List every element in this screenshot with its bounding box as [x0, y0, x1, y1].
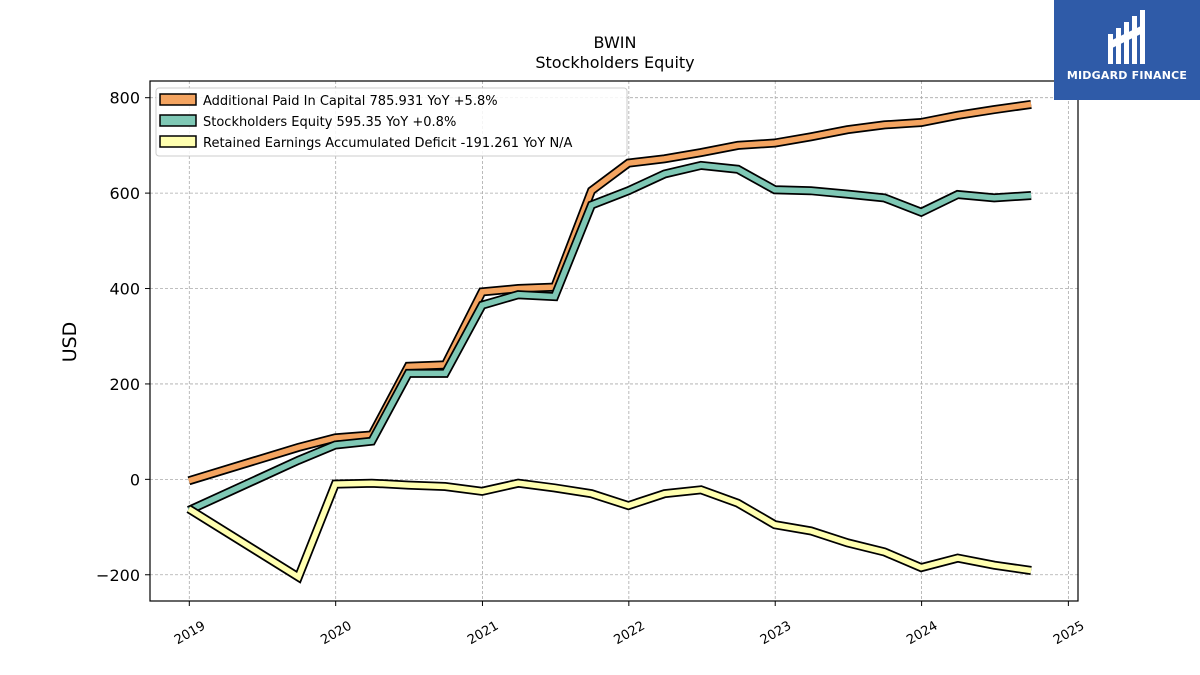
y-axis-label: USD	[59, 322, 81, 363]
y-tick-label: 0	[130, 470, 140, 489]
series-line-apic	[188, 101, 1032, 484]
midgard-logo-icon	[1054, 0, 1200, 100]
series-lines	[186, 99, 1032, 584]
series-outline-apic	[187, 99, 1032, 486]
legend-label-equity: Stockholders Equity 595.35 YoY +0.8%	[203, 115, 456, 130]
x-tick-label: 2022	[612, 619, 648, 649]
x-tick-label: 2019	[172, 619, 208, 649]
brand-logo: MIDGARD FINANCE	[1054, 0, 1200, 100]
legend-swatch-retained	[159, 135, 197, 148]
legend-swatch-equity	[159, 114, 197, 127]
x-tick-label: 2021	[465, 619, 501, 649]
series-line-equity	[187, 162, 1032, 513]
brand-name: MIDGARD FINANCE	[1066, 69, 1188, 82]
legend: Additional Paid In Capital 785.931 YoY +…	[155, 87, 628, 157]
plot-frame	[149, 80, 1079, 602]
chart-subtitle: Stockholders Equity	[535, 53, 694, 72]
y-tick-label: 400	[109, 280, 140, 299]
x-tick-label: 2024	[904, 619, 940, 649]
legend-label-apic: Additional Paid In Capital 785.931 YoY +…	[203, 94, 498, 109]
y-axis: 800 600 400 200 0 −200	[96, 89, 150, 585]
legend-label-retained: Retained Earnings Accumulated Deficit -1…	[203, 136, 573, 151]
legend-swatch-apic	[159, 93, 197, 106]
y-tick-label: 800	[109, 89, 140, 108]
chart-title: BWIN	[594, 33, 637, 52]
y-tick-label: 200	[109, 375, 140, 394]
x-tick-label: 2020	[318, 619, 354, 649]
y-tick-label: −200	[96, 566, 140, 585]
legend-box	[155, 87, 628, 157]
x-axis: 2019 2020 2021 2022 2023 2024 2025	[172, 601, 1087, 648]
grid	[150, 81, 1078, 601]
series-outline-equity	[187, 160, 1032, 515]
series-line-retained	[187, 480, 1032, 582]
x-tick-label: 2023	[758, 619, 794, 649]
y-tick-label: 600	[109, 184, 140, 203]
x-tick-label: 2025	[1051, 619, 1087, 649]
